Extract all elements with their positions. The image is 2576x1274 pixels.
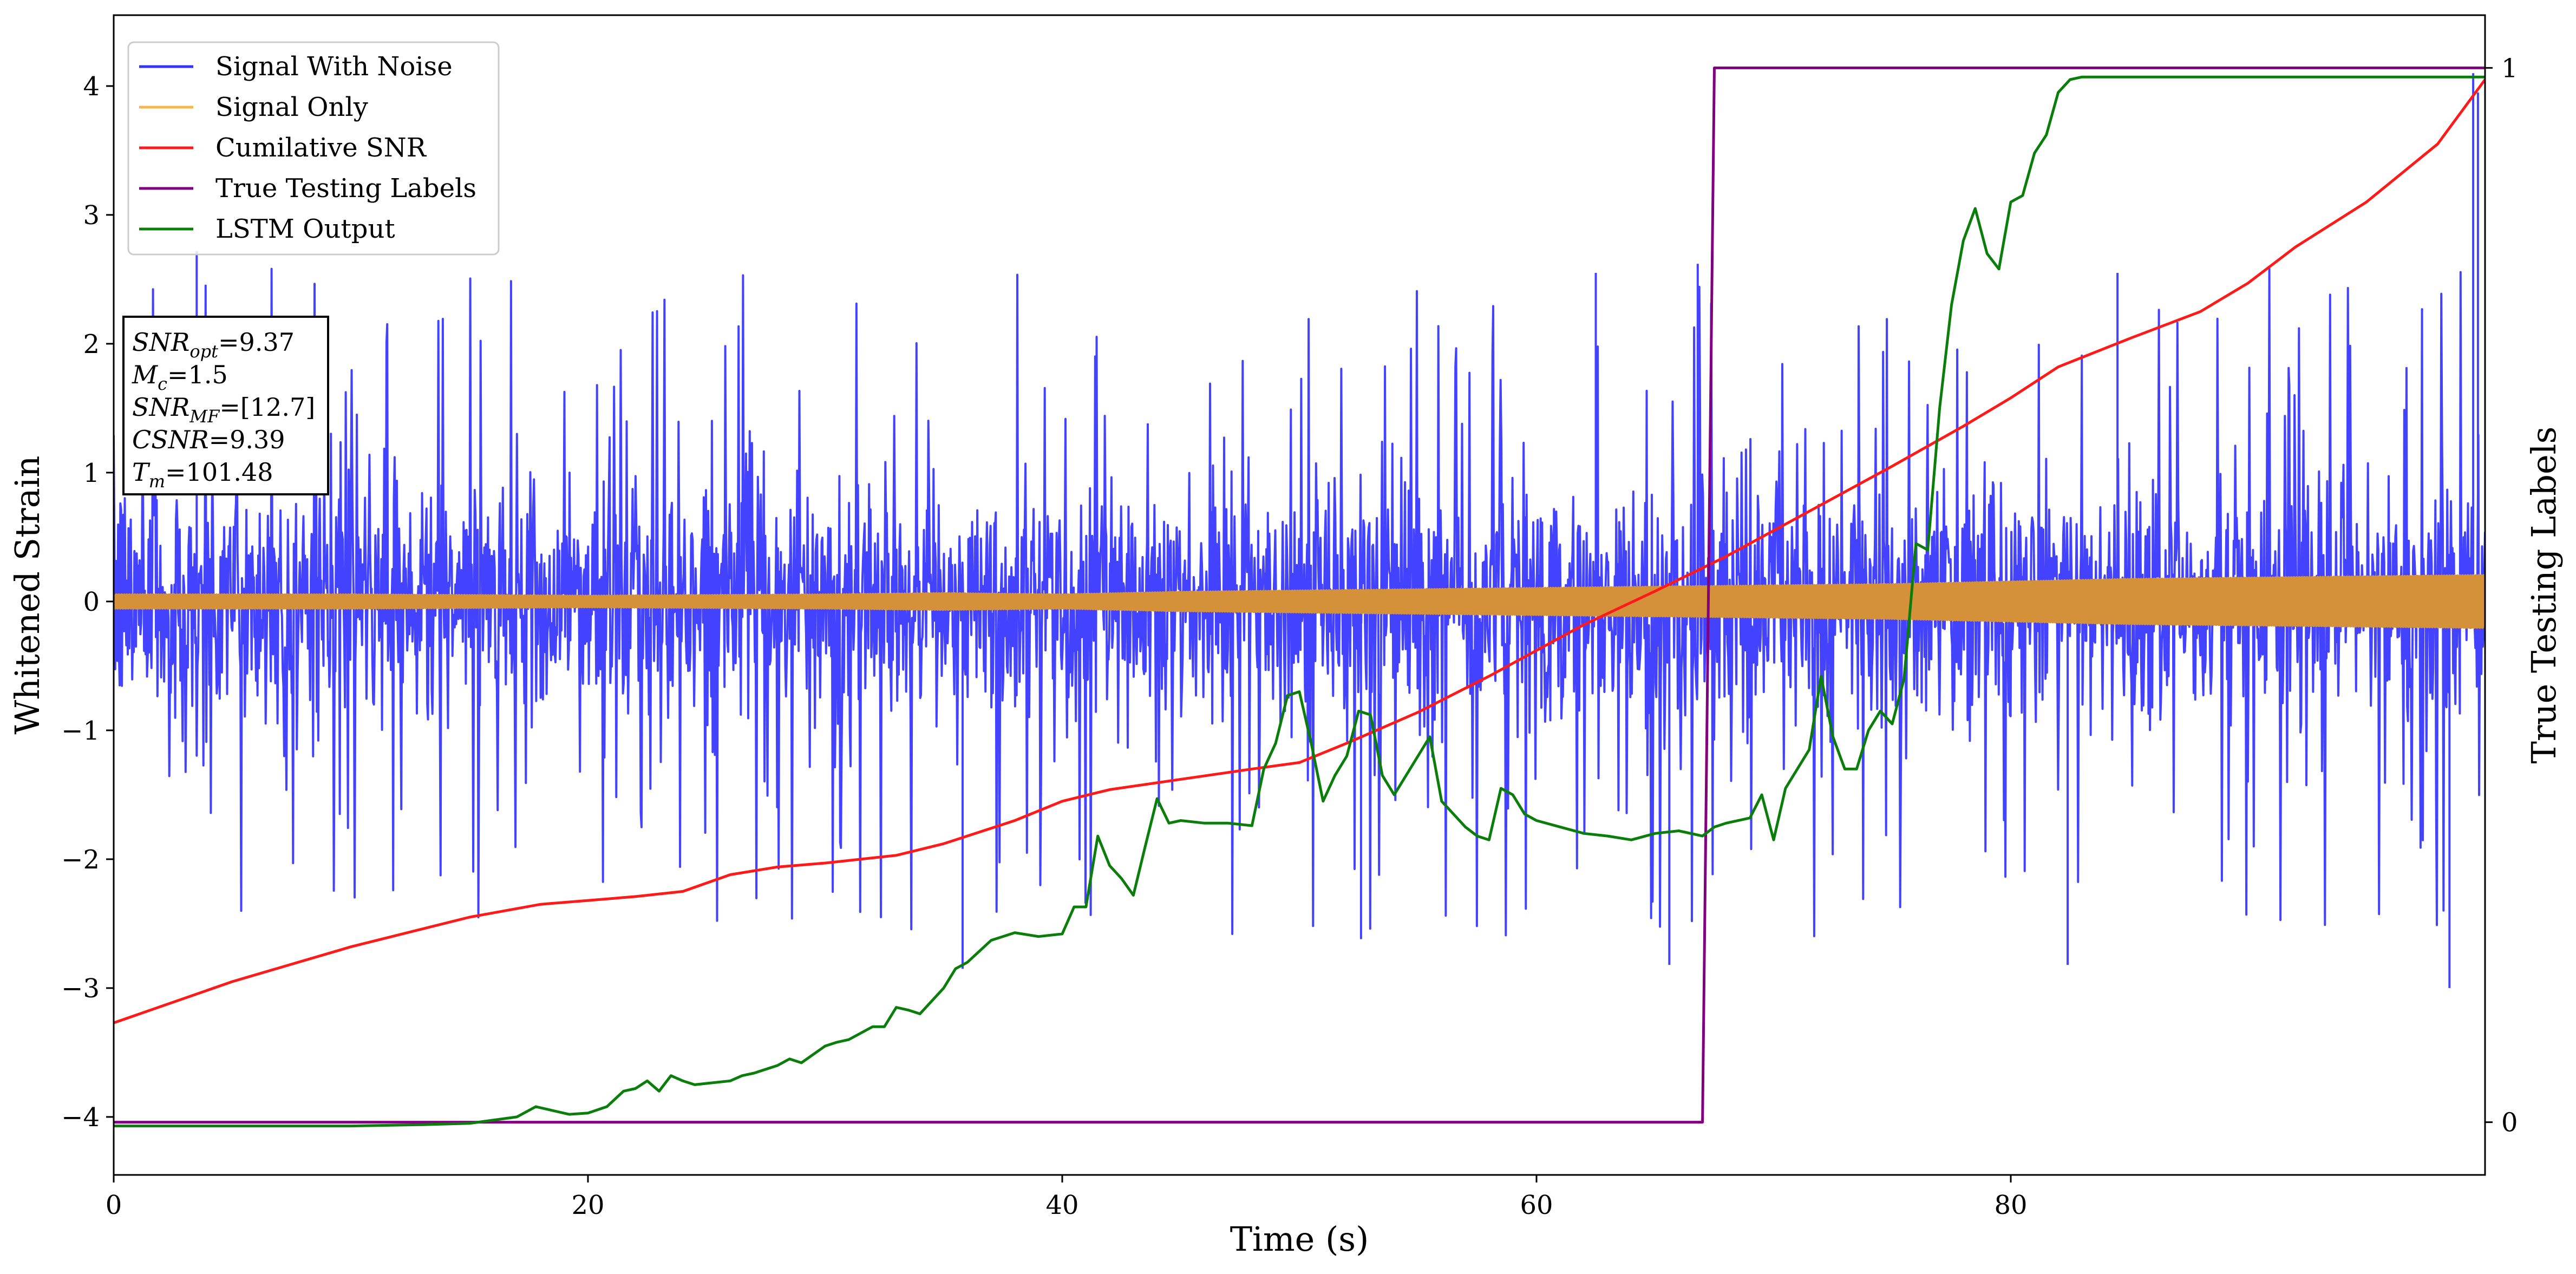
info-line-csnr-value: CSNR=9.39 bbox=[132, 425, 285, 454]
x-tick-label: 20 bbox=[571, 1190, 604, 1220]
x-tick-label: 0 bbox=[106, 1190, 122, 1220]
legend-frame bbox=[127, 41, 500, 256]
series-cumilative-snr bbox=[114, 79, 2485, 1024]
y2-axis-label: True Testing Labels bbox=[2524, 427, 2564, 764]
series-layer bbox=[114, 66, 2485, 1128]
legend-label-lstm-output: LSTM Output bbox=[215, 214, 395, 244]
legend: Signal With Noise Signal Only Cumilative… bbox=[127, 41, 500, 256]
info-line-snr-mf: SNRMF=[12.7] bbox=[132, 393, 315, 427]
legend-label-true-testing-labels: True Testing Labels bbox=[215, 173, 476, 204]
info-line-t-m: Tm=101.48 bbox=[132, 458, 273, 492]
series-true-testing-labels bbox=[114, 66, 2485, 1124]
series-signal-only bbox=[114, 574, 2485, 629]
legend-label-signal-with-noise: Signal With Noise bbox=[215, 51, 453, 82]
y-tick-label: −3 bbox=[61, 974, 100, 1004]
info-line-snr-opt: SNRopt=9.37 bbox=[132, 328, 295, 362]
y-tick-label: 4 bbox=[83, 71, 100, 102]
y-tick-label: 3 bbox=[83, 200, 100, 231]
y-tick-label: 1 bbox=[83, 458, 100, 488]
y2-tick-label: 1 bbox=[2501, 53, 2518, 83]
y-tick-label: 2 bbox=[83, 329, 100, 360]
x-axis-label: Time (s) bbox=[1230, 1219, 1369, 1259]
x-tick-label: 40 bbox=[1045, 1190, 1078, 1220]
y-tick-label: 0 bbox=[83, 587, 100, 617]
x-tick-label: 60 bbox=[1520, 1190, 1553, 1220]
info-line-m-c: Mc=1.5 bbox=[132, 360, 228, 394]
legend-label-cumilative-snr: Cumilative SNR bbox=[215, 133, 427, 163]
y-tick-label: −2 bbox=[61, 845, 100, 875]
y-tick-label: −1 bbox=[61, 716, 100, 746]
y-tick-label: −4 bbox=[61, 1102, 100, 1133]
info-box-frame bbox=[122, 316, 329, 495]
series-lstm-output bbox=[114, 75, 2485, 1128]
legend-label-signal-only: Signal Only bbox=[215, 92, 368, 122]
y2-tick-label: 0 bbox=[2501, 1108, 2518, 1138]
y-axis-label: Whitened Strain bbox=[8, 456, 47, 735]
x-tick-label: 80 bbox=[1994, 1190, 2027, 1220]
plot-frame bbox=[113, 14, 2486, 1176]
